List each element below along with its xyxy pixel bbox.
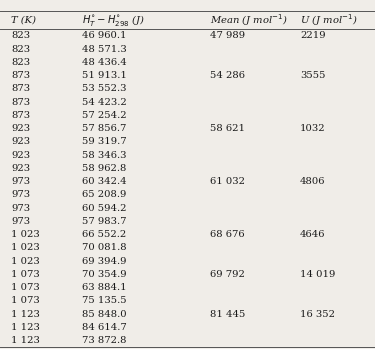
- Text: 973: 973: [11, 217, 30, 226]
- Text: 57 254.2: 57 254.2: [82, 111, 127, 120]
- Text: 14 019: 14 019: [300, 270, 335, 279]
- Text: 4806: 4806: [300, 177, 326, 186]
- Text: 63 884.1: 63 884.1: [82, 283, 127, 292]
- Text: 65 208.9: 65 208.9: [82, 191, 127, 199]
- Text: 1 073: 1 073: [11, 270, 40, 279]
- Text: 1 123: 1 123: [11, 323, 40, 332]
- Text: 973: 973: [11, 204, 30, 213]
- Text: 923: 923: [11, 124, 30, 133]
- Text: 923: 923: [11, 164, 30, 173]
- Text: 923: 923: [11, 151, 30, 159]
- Text: Mean (J mol$^{-1}$): Mean (J mol$^{-1}$): [210, 12, 288, 28]
- Text: 73 872.8: 73 872.8: [82, 336, 127, 345]
- Text: 1 123: 1 123: [11, 336, 40, 345]
- Text: 973: 973: [11, 177, 30, 186]
- Text: $H^{\circ}_{T} - H^{\circ}_{298}$ (J): $H^{\circ}_{T} - H^{\circ}_{298}$ (J): [82, 13, 146, 28]
- Text: 58 621: 58 621: [210, 124, 245, 133]
- Text: 823: 823: [11, 45, 30, 54]
- Text: 70 354.9: 70 354.9: [82, 270, 127, 279]
- Text: 61 032: 61 032: [210, 177, 245, 186]
- Text: T (K): T (K): [11, 16, 36, 25]
- Text: 81 445: 81 445: [210, 310, 245, 319]
- Text: 873: 873: [11, 71, 30, 80]
- Text: 69 394.9: 69 394.9: [82, 257, 127, 266]
- Text: 1 023: 1 023: [11, 257, 40, 266]
- Text: 70 081.8: 70 081.8: [82, 243, 127, 252]
- Text: 923: 923: [11, 138, 30, 147]
- Text: 1 073: 1 073: [11, 283, 40, 292]
- Text: 57 856.7: 57 856.7: [82, 124, 127, 133]
- Text: 75 135.5: 75 135.5: [82, 296, 127, 305]
- Text: 1032: 1032: [300, 124, 326, 133]
- Text: 46 960.1: 46 960.1: [82, 31, 127, 40]
- Text: 47 989: 47 989: [210, 31, 245, 40]
- Text: 1 023: 1 023: [11, 230, 40, 239]
- Text: 68 676: 68 676: [210, 230, 244, 239]
- Text: 1 023: 1 023: [11, 243, 40, 252]
- Text: 54 423.2: 54 423.2: [82, 98, 127, 107]
- Text: 823: 823: [11, 58, 30, 67]
- Text: 1 073: 1 073: [11, 296, 40, 305]
- Text: 973: 973: [11, 191, 30, 199]
- Text: 2219: 2219: [300, 31, 326, 40]
- Text: 4646: 4646: [300, 230, 326, 239]
- Text: 58 346.3: 58 346.3: [82, 151, 127, 159]
- Text: 48 571.3: 48 571.3: [82, 45, 127, 54]
- Text: 60 342.4: 60 342.4: [82, 177, 127, 186]
- Text: 873: 873: [11, 84, 30, 94]
- Text: 57 983.7: 57 983.7: [82, 217, 127, 226]
- Text: 66 552.2: 66 552.2: [82, 230, 127, 239]
- Text: 58 962.8: 58 962.8: [82, 164, 127, 173]
- Text: 823: 823: [11, 31, 30, 40]
- Text: 53 552.3: 53 552.3: [82, 84, 127, 94]
- Text: 59 319.7: 59 319.7: [82, 138, 127, 147]
- Text: U (J mol$^{-1}$): U (J mol$^{-1}$): [300, 12, 358, 28]
- Text: 873: 873: [11, 111, 30, 120]
- Text: 60 594.2: 60 594.2: [82, 204, 127, 213]
- Text: 3555: 3555: [300, 71, 326, 80]
- Text: 48 436.4: 48 436.4: [82, 58, 127, 67]
- Text: 69 792: 69 792: [210, 270, 245, 279]
- Text: 873: 873: [11, 98, 30, 107]
- Text: 51 913.1: 51 913.1: [82, 71, 128, 80]
- Text: 54 286: 54 286: [210, 71, 245, 80]
- Text: 1 123: 1 123: [11, 310, 40, 319]
- Text: 16 352: 16 352: [300, 310, 335, 319]
- Text: 84 614.7: 84 614.7: [82, 323, 127, 332]
- Text: 85 848.0: 85 848.0: [82, 310, 127, 319]
